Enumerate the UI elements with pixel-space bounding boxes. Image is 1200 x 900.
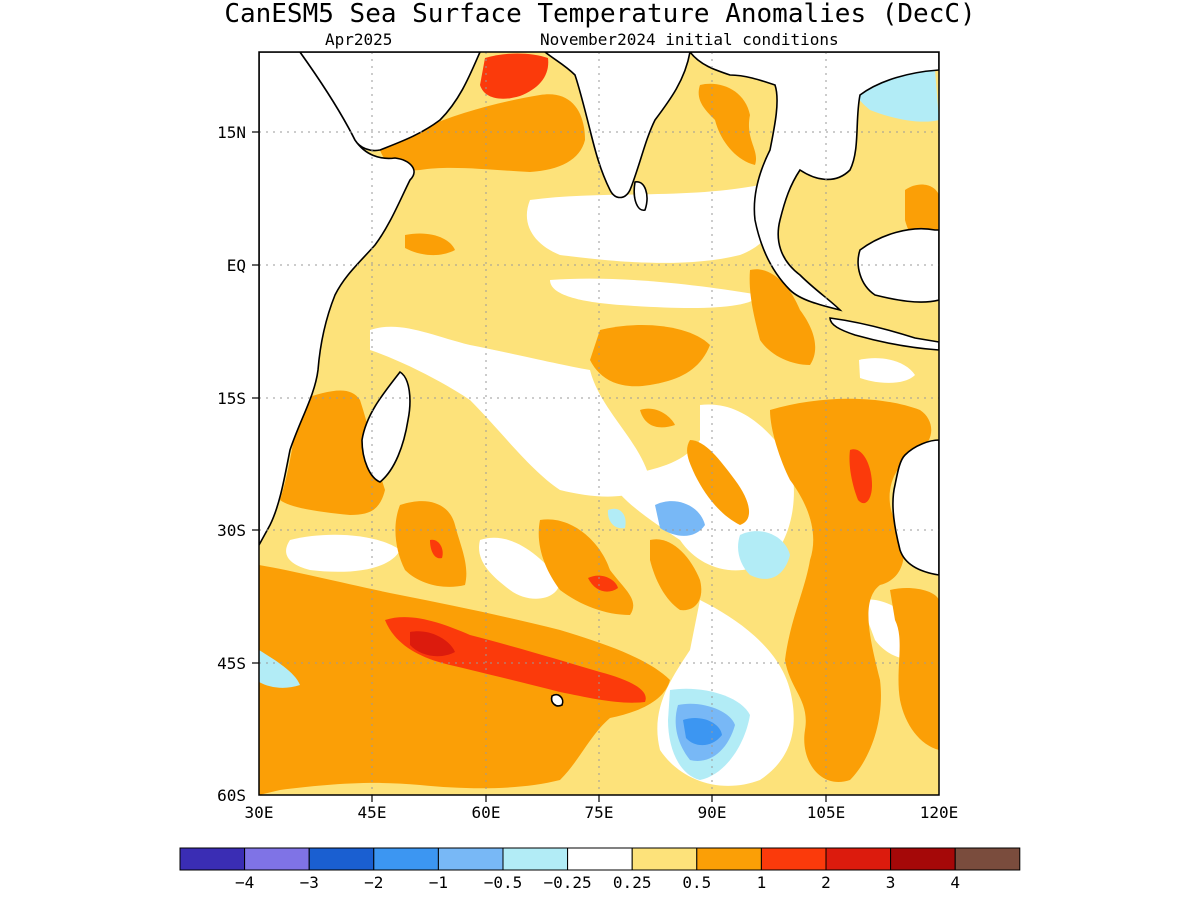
anomaly-warm-patch (650, 539, 702, 611)
colorbar-swatch (567, 847, 633, 871)
colorbar-label: 1 (757, 873, 767, 892)
anomaly-cool-patch (738, 531, 790, 579)
land (259, 52, 939, 707)
colorbar-label: 3 (886, 873, 896, 892)
map-grid (259, 52, 939, 795)
anomaly-cold-patch (655, 501, 705, 536)
australia-landmass (892, 439, 939, 576)
y-tick-15s: 15S (217, 389, 246, 408)
colorbar-label: −0.25 (544, 873, 592, 892)
colorbar-label: −2 (364, 873, 383, 892)
colorbar-labels: −4 −3 −2 −1 −0.5 −0.25 0.25 0.5 1 2 3 4 (235, 873, 960, 892)
anomaly-warm-patch (687, 440, 750, 525)
arabia-landmass (299, 52, 481, 152)
x-tick-30e: 30E (245, 803, 274, 822)
x-tick-45e: 45E (358, 803, 387, 822)
subtitle-init: November2024 initial conditions (540, 30, 839, 49)
colorbar-swatch (244, 847, 310, 871)
colorbar-label: −1 (429, 873, 448, 892)
anomaly-warm-patch (698, 83, 757, 165)
anomaly-hot-patch (849, 449, 872, 504)
india-landmass (543, 52, 691, 199)
anomaly-neutral-patch (479, 537, 560, 599)
anomaly-neutral-patch (859, 358, 915, 383)
x-axis-labels: 30E 45E 60E 75E 90E 105E 120E (245, 803, 959, 822)
anomaly-warm-patch (280, 390, 385, 515)
x-tick-120e: 120E (920, 803, 959, 822)
y-tick-eq: EQ (227, 256, 246, 275)
colorbar-label: 2 (821, 873, 831, 892)
anomaly-neutral-patch (286, 534, 400, 572)
kerguelen-island (550, 693, 564, 707)
anomaly-warm-patch (890, 588, 939, 750)
map-title: CanESM5 Sea Surface Temperature Anomalie… (224, 0, 975, 29)
anomaly-cool-patch (607, 508, 626, 529)
anomaly-hot-patch (430, 539, 443, 559)
colorbar-swatch (954, 847, 1021, 871)
anomaly-neutral-patch (526, 185, 778, 263)
colorbar-swatch (437, 847, 504, 871)
colorbar-label: −4 (235, 873, 254, 892)
anomaly-warm-patch (405, 233, 455, 256)
anomaly-hot-patch (385, 617, 646, 703)
subtitle-period: Apr2025 (325, 30, 392, 49)
anomaly-warm-patch (770, 398, 932, 782)
srilanka-landmass (633, 181, 648, 211)
anomaly-neutral-patch (370, 326, 650, 497)
y-tick-30s: 30S (217, 521, 246, 540)
southeast-asia-landmass (688, 52, 939, 312)
anomaly-field (259, 52, 939, 795)
x-tick-90e: 90E (698, 803, 727, 822)
colorbar-label: −0.5 (484, 873, 523, 892)
anomaly-hot-patch (588, 575, 618, 592)
y-tick-45s: 45S (217, 654, 246, 673)
x-tick-75e: 75E (585, 803, 614, 822)
y-axis-labels: 15N EQ 15S 30S 45S 60S (217, 123, 246, 805)
anomaly-warm-patch (380, 94, 585, 172)
colorbar-swatch (890, 847, 956, 871)
colorbar-label: −3 (300, 873, 319, 892)
anomaly-warm-patch (640, 408, 675, 428)
x-tick-60e: 60E (472, 803, 501, 822)
anomaly-warm-patch (749, 269, 816, 365)
anomaly-warm-patch (590, 325, 710, 387)
colorbar-swatch (308, 847, 375, 871)
y-tick-15n: 15N (217, 123, 246, 142)
colorbar-swatch (179, 847, 246, 871)
colorbar-swatch (631, 847, 698, 871)
anomaly-hot-patch (480, 53, 549, 99)
colorbar-swatch (502, 847, 569, 871)
colorbar-swatch (696, 847, 762, 871)
anomaly-hottest-patch (410, 631, 455, 657)
colorbar-label: 0.5 (682, 873, 711, 892)
anomaly-warm-patch (259, 565, 670, 795)
anomaly-cool-patch (259, 650, 300, 688)
java-landmass (829, 317, 939, 351)
colorbar-label: 4 (950, 873, 960, 892)
y-tick-60s: 60S (217, 786, 246, 805)
anomaly-neutral-patch (550, 278, 760, 308)
madagascar-landmass (361, 370, 411, 483)
colorbar (179, 847, 1021, 871)
colorbar-label: 0.25 (613, 873, 652, 892)
axis-ticks (252, 131, 827, 802)
borneo-landmass (857, 227, 939, 303)
colorbar-swatch (373, 847, 439, 871)
colorbar-swatch (825, 847, 892, 871)
colorbar-swatch (760, 847, 827, 871)
x-tick-105e: 105E (807, 803, 846, 822)
